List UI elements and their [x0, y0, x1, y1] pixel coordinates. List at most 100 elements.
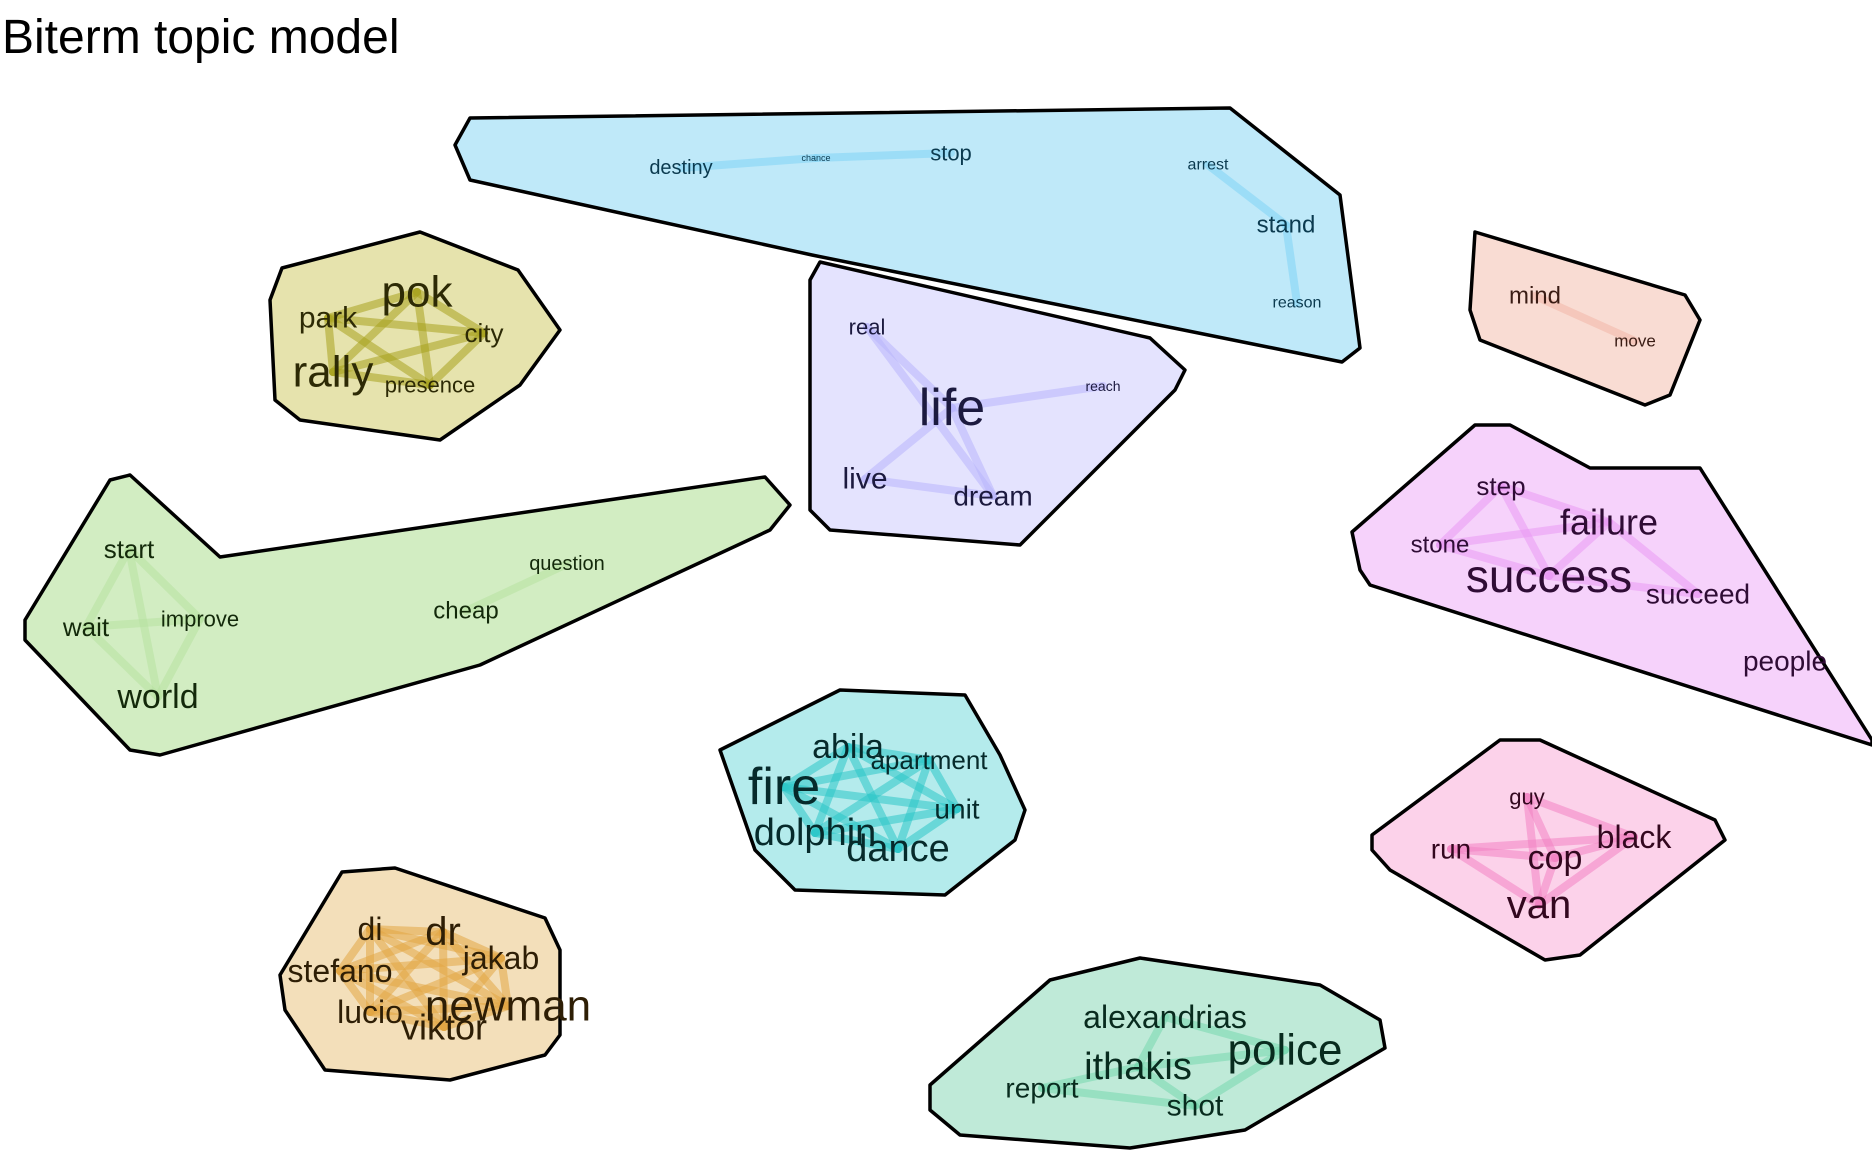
topic-lavender-edge: [863, 323, 997, 500]
topic-olive-edge: [413, 288, 488, 337]
word-label-arrest: arrest: [1188, 157, 1229, 174]
word-label-stop: stop: [930, 141, 972, 166]
topic-orange-edge: [366, 928, 447, 1016]
word-label-world: world: [116, 678, 198, 716]
topic-cyan-edge: [894, 756, 933, 853]
topic-olive-edge: [324, 314, 488, 337]
word-label-black: black: [1597, 819, 1673, 855]
topic-green-hull: [23, 473, 792, 757]
topic-cyan-edge: [780, 743, 852, 791]
word-label-improve: improve: [161, 607, 239, 632]
word-label-abila: abila: [812, 728, 884, 766]
word-label-jakab: jakab: [462, 940, 540, 976]
topic-cyan-edge: [780, 783, 819, 837]
word-label-guy: guy: [1509, 785, 1544, 810]
topic-word-labels: destiny chance stop arreststandreasonparkpo…: [62, 141, 1827, 1123]
topic-orange-edge: [336, 954, 505, 975]
word-label-stand: stand: [1257, 212, 1316, 239]
topic-rose-edge: [1523, 793, 1638, 841]
topic-orange-edge: [366, 1002, 512, 1016]
word-label-dream: dream: [953, 481, 1032, 512]
word-label-reason: reason: [1273, 295, 1322, 312]
topic-edges: [82, 149, 1702, 1110]
word-label-van: van: [1507, 883, 1572, 927]
word-label-police: police: [1228, 1026, 1343, 1075]
word-label-ithakis: ithakis: [1084, 1046, 1192, 1088]
chart-title: Biterm topic model: [2, 11, 400, 64]
word-label-newman: newman: [425, 982, 591, 1031]
word-label-step: step: [1476, 471, 1525, 501]
topic-orange-edge: [366, 954, 505, 1016]
topic-orange-edge: [366, 925, 512, 1010]
topic-olive-edge: [324, 314, 434, 389]
topic-cyan-edge: [811, 829, 902, 853]
topic-green-edge: [82, 545, 133, 631]
topic-mint-edge: [1038, 1084, 1199, 1110]
topic-olive-edge: [324, 288, 421, 322]
topic-blue-edge: [1282, 221, 1301, 307]
word-label-park: park: [299, 302, 358, 335]
word-label-failure: failure: [1560, 502, 1658, 543]
topic-green-edge: [125, 545, 204, 623]
topic-orange-hull: [278, 866, 562, 1082]
word-label-live: live: [842, 463, 887, 496]
word-label-reach: reach: [1085, 378, 1120, 394]
topic-mint-edge: [1038, 1063, 1142, 1092]
topic-lavender-edge: [948, 382, 1107, 412]
topic-lavender-edge: [861, 475, 997, 500]
topic-blue-edge: [677, 154, 820, 172]
topic-olive-edge: [413, 288, 434, 389]
word-label-cheap: cheap: [433, 598, 498, 625]
word-label-di: di: [358, 911, 383, 947]
word-label-people: people: [1743, 646, 1827, 677]
word-label-cop: cop: [1528, 839, 1583, 877]
word-label-question: question: [529, 553, 605, 575]
topic-mint-edge: [1161, 1013, 1289, 1054]
topic-olive-edge: [329, 288, 421, 376]
topic-cyan-edge: [844, 743, 933, 764]
word-label-lucio: lucio: [337, 994, 403, 1030]
word-label-dance: dance: [846, 828, 950, 870]
topic-orange-edge: [366, 1008, 448, 1031]
topic-mint-hull: [928, 956, 1387, 1150]
topic-mint-edge: [1191, 1046, 1289, 1110]
topic-green-edge: [462, 560, 571, 615]
topic-pink-edge: [1605, 518, 1702, 598]
word-label-dr: dr: [425, 910, 461, 954]
word-label-rally: rally: [293, 348, 374, 397]
topic-mint-edge: [1134, 1046, 1289, 1071]
word-label-stefano: stefano: [288, 953, 393, 989]
topic-mint-edge: [1134, 1063, 1199, 1110]
topic-cyan-edge: [925, 756, 961, 813]
topic-green-edge: [82, 623, 162, 701]
word-label-alexandrias: alexandrias: [1083, 999, 1247, 1035]
topic-olive-edge: [324, 314, 337, 376]
word-label-stone: stone: [1411, 532, 1470, 559]
topic-olive-edge: [329, 368, 434, 389]
word-label-report: report: [1005, 1073, 1078, 1104]
topic-rose-edge: [1535, 854, 1559, 909]
topic-olive-edge: [426, 329, 488, 389]
topic-orange-edge: [439, 928, 505, 962]
word-label-chance: chance: [801, 153, 830, 163]
word-label-move: move: [1614, 332, 1656, 351]
topic-pink-edge: [1545, 518, 1613, 580]
topic-blue-edge: [812, 149, 955, 162]
topic-cyan-edge: [780, 756, 933, 791]
word-label-fire: fire: [748, 758, 820, 816]
topic-hulls: [23, 106, 1872, 1150]
topic-rose-edge: [1447, 833, 1638, 853]
topic-cyan-edge: [811, 805, 961, 837]
topic-rose-edge: [1447, 845, 1543, 909]
word-label-mind: mind: [1509, 283, 1561, 310]
topic-pink-edge: [1436, 482, 1505, 549]
word-label-shot: shot: [1167, 1090, 1224, 1123]
word-label-viktor: viktor: [401, 1007, 487, 1048]
topic-orange-edge: [336, 925, 374, 975]
word-label-wait: wait: [62, 612, 110, 642]
topic-olive-hull: [268, 230, 562, 442]
topic-green-edge: [125, 545, 162, 701]
topic-mint-edge: [1134, 1013, 1169, 1071]
topic-pink-edge: [1436, 518, 1613, 549]
